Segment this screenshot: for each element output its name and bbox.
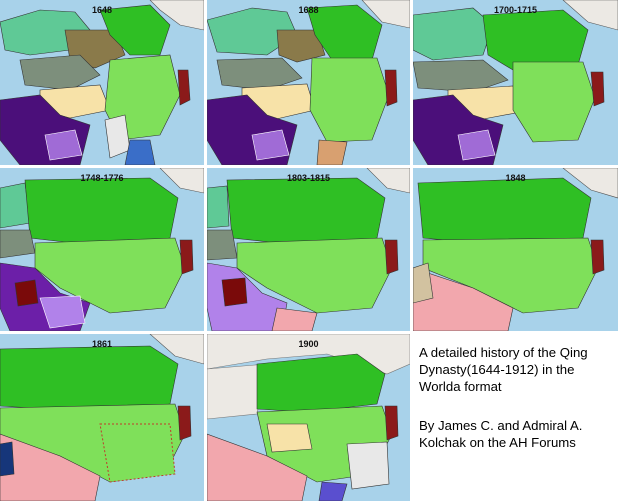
- year-label: 1848: [505, 173, 526, 183]
- panel-divider: [204, 0, 207, 501]
- map-panel-1803-1815: 1803-1815: [207, 168, 410, 331]
- map-1900: [207, 334, 410, 501]
- map-panel-1748-1776: 1748-1776: [0, 168, 204, 331]
- year-label: 1861: [91, 339, 113, 349]
- caption-box: A detailed history of the Qing Dynasty(1…: [413, 334, 618, 501]
- caption-credit: By James C. and Admiral A. Kolchak on th…: [419, 418, 583, 450]
- map-panel-1848: 1848: [413, 168, 618, 331]
- map-panel-1688: 1688: [207, 0, 410, 165]
- map-panel-1648: 1648: [0, 0, 204, 165]
- year-label: 1688: [298, 5, 319, 15]
- map-1848: [413, 168, 618, 331]
- map-1700-1715: [413, 0, 618, 165]
- year-label: 1700-1715: [493, 5, 538, 15]
- map-1648: [0, 0, 204, 165]
- year-label: 1803-1815: [286, 173, 331, 183]
- year-label: 1900: [298, 339, 319, 349]
- map-1803-1815: [207, 168, 410, 331]
- map-panel-1861: 1861: [0, 334, 204, 501]
- map-panel-1700-1715: 1700-1715: [413, 0, 618, 165]
- panel-divider: [0, 165, 618, 168]
- map-1748-1776: [0, 168, 204, 331]
- caption-title: A detailed history of the Qing Dynasty(1…: [419, 345, 588, 394]
- map-1861: [0, 334, 204, 501]
- year-label: 1748-1776: [80, 173, 124, 183]
- map-panel-1900: 1900: [207, 334, 410, 501]
- map-1688: [207, 0, 410, 165]
- panel-divider: [0, 331, 618, 334]
- year-label: 1648: [91, 5, 113, 15]
- panel-divider: [410, 0, 413, 501]
